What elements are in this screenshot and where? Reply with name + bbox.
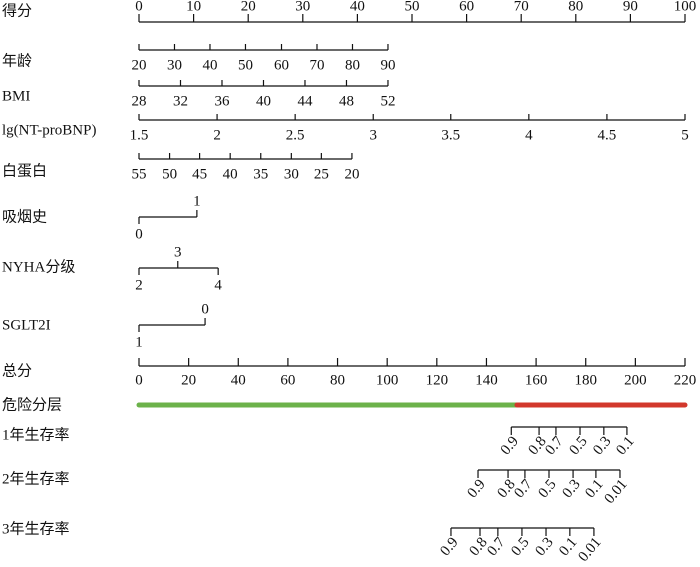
- tick-label: 40: [223, 166, 238, 182]
- tick-label: 20: [132, 57, 147, 73]
- tick-label: 220: [674, 372, 697, 388]
- tick-label: 2: [135, 277, 143, 293]
- tick-label: 4: [525, 127, 533, 143]
- tick-label: 1: [193, 193, 201, 209]
- tick-label: 3: [174, 244, 182, 260]
- tick-label: 30: [284, 166, 299, 182]
- tick-label: 0.3: [532, 534, 556, 559]
- row-label: 白蛋白: [2, 162, 47, 179]
- row-label: 1年生存率: [2, 426, 70, 443]
- tick-label: 0: [135, 226, 143, 242]
- tick-label: 0.5: [535, 476, 559, 501]
- tick-label: 48: [339, 93, 354, 109]
- tick-label: 80: [330, 372, 345, 388]
- tick-label: 2.5: [286, 127, 305, 143]
- tick-label: 4: [214, 277, 222, 293]
- tick-label: 3: [369, 127, 377, 143]
- tick-label: 1: [135, 334, 143, 350]
- tick-label: 100: [376, 372, 399, 388]
- tick-label: 3.5: [441, 127, 460, 143]
- row-label: NYHA分级: [2, 258, 75, 275]
- tick-label: 50: [238, 57, 253, 73]
- tick-label: 40: [231, 372, 246, 388]
- tick-label: 30: [167, 57, 182, 73]
- tick-label: 35: [253, 166, 268, 182]
- tick-label: 180: [574, 372, 597, 388]
- tick-label: 60: [274, 57, 289, 73]
- tick-label: 0.5: [566, 433, 590, 458]
- tick-label: 36: [214, 93, 230, 109]
- row-label: SGLT2I: [2, 317, 51, 333]
- tick-label: 70: [309, 57, 324, 73]
- row-label: 年龄: [2, 52, 32, 69]
- tick-label: 2: [213, 127, 221, 143]
- tick-label: 0.3: [590, 433, 614, 458]
- tick-label: 70: [514, 0, 529, 14]
- tick-label: 45: [192, 166, 207, 182]
- tick-label: 0.01: [602, 476, 631, 506]
- tick-label: 10: [186, 0, 201, 14]
- tick-label: 60: [459, 0, 474, 14]
- tick-label: 0.7: [511, 476, 536, 501]
- tick-label: 50: [405, 0, 420, 14]
- tick-label: 160: [525, 372, 548, 388]
- row-label: 危险分层: [2, 396, 62, 413]
- tick-label: 20: [181, 372, 196, 388]
- tick-label: 28: [132, 93, 147, 109]
- tick-label: 0.1: [613, 433, 637, 458]
- tick-label: 90: [380, 57, 395, 73]
- tick-label: 0: [201, 301, 209, 317]
- row-label: 得分: [2, 2, 32, 19]
- tick-label: 0.5: [508, 534, 532, 559]
- tick-label: 52: [380, 93, 395, 109]
- row-label: 总分: [2, 362, 32, 379]
- tick-label: 80: [345, 57, 360, 73]
- tick-label: 40: [256, 93, 271, 109]
- tick-label: 0: [135, 0, 143, 14]
- tick-label: 0.9: [437, 534, 461, 559]
- tick-label: 40: [202, 57, 217, 73]
- tick-label: 50: [162, 166, 177, 182]
- tick-label: 32: [173, 93, 188, 109]
- tick-label: 0: [135, 372, 143, 388]
- tick-label: 200: [624, 372, 647, 388]
- tick-label: 0.9: [464, 476, 488, 501]
- row-label: 吸烟史: [2, 208, 47, 225]
- tick-label: 90: [623, 0, 638, 14]
- tick-label: 120: [426, 372, 449, 388]
- row-label: 2年生存率: [2, 470, 70, 487]
- tick-label: 44: [297, 93, 313, 109]
- tick-label: 0.3: [559, 476, 583, 501]
- tick-label: 1.5: [130, 127, 149, 143]
- row-label: 3年生存率: [2, 520, 70, 537]
- tick-label: 0.7: [484, 534, 509, 559]
- tick-label: 0.01: [575, 534, 604, 564]
- row-label: lg(NT-proBNP): [2, 122, 96, 138]
- tick-label: 20: [344, 166, 359, 182]
- row-label: BMI: [2, 88, 30, 104]
- tick-label: 30: [295, 0, 310, 14]
- tick-label: 60: [280, 372, 295, 388]
- tick-label: 20: [241, 0, 256, 14]
- tick-label: 25: [314, 166, 329, 182]
- tick-label: 55: [132, 166, 147, 182]
- tick-label: 140: [475, 372, 498, 388]
- tick-label: 80: [568, 0, 583, 14]
- tick-label: 0.7: [542, 433, 567, 458]
- tick-label: 5: [681, 127, 689, 143]
- tick-label: 100: [674, 0, 697, 14]
- tick-label: 4.5: [598, 127, 617, 143]
- tick-label: 0.9: [498, 433, 522, 458]
- tick-label: 40: [350, 0, 365, 14]
